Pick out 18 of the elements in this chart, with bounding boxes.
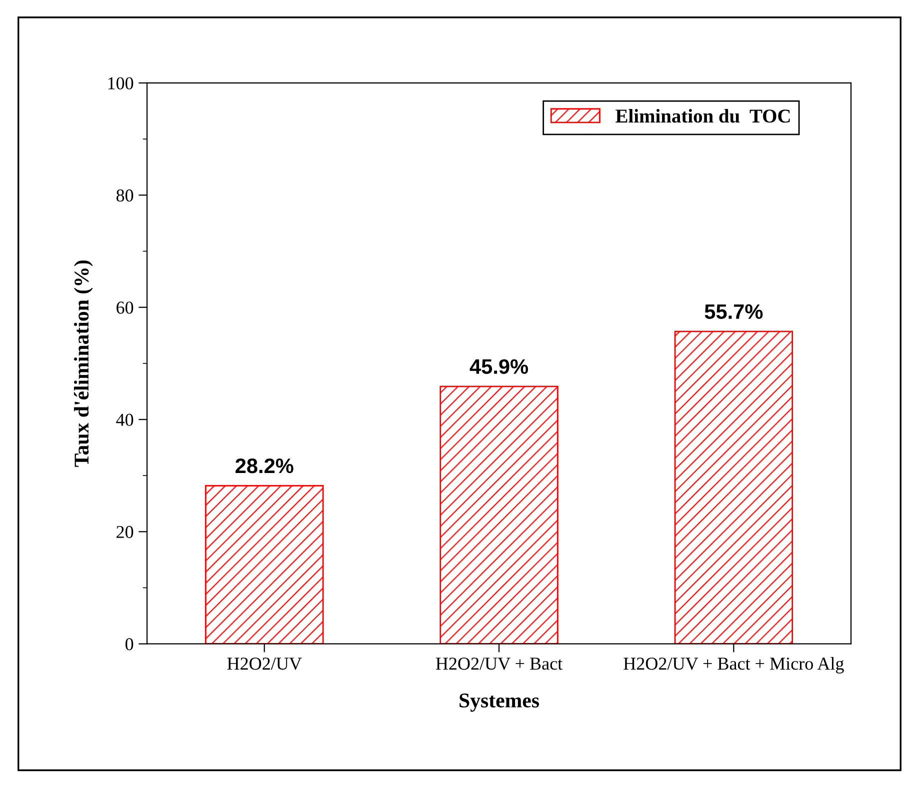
- y-tick-label: 0: [126, 638, 134, 650]
- y-tick-label: 100: [108, 77, 134, 90]
- bar: [440, 386, 558, 644]
- bar: [674, 330, 794, 644]
- y-axis-title: Taux d'élimination (%): [74, 260, 93, 467]
- y-tick-label: 40: [116, 414, 134, 426]
- y-tick-label: 20: [116, 526, 134, 538]
- x-axis-title: Systemes: [460, 694, 540, 712]
- data-label: 55.7%: [704, 304, 763, 319]
- data-label: 45.9%: [470, 359, 528, 374]
- y-tick-label: 80: [116, 189, 134, 202]
- x-tick-label: H2O2/UV + Bact + Micro Alg: [624, 657, 844, 674]
- bar: [205, 484, 324, 644]
- y-tick-label: 60: [116, 302, 134, 314]
- legend-label: Elimination du TOC: [616, 108, 790, 123]
- x-tick-label: H2O2/UV: [227, 658, 302, 670]
- x-tick-label: H2O2/UV + Bact: [436, 658, 563, 670]
- data-label: 28.2%: [236, 458, 294, 474]
